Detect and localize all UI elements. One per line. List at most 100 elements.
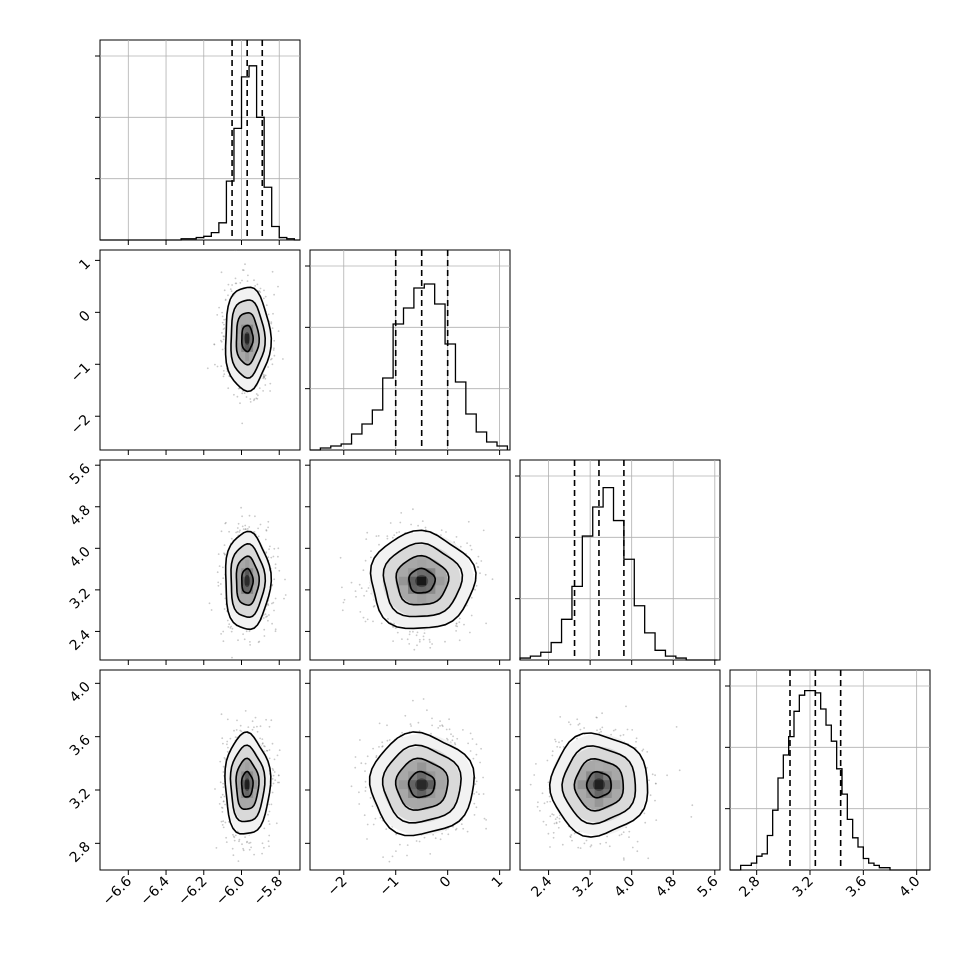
scatter-point <box>278 749 281 752</box>
panel-frame <box>519 459 721 661</box>
scatter-point <box>484 573 487 576</box>
scatter-point <box>342 601 345 604</box>
scatter-point <box>422 638 425 641</box>
density-pixel <box>577 780 587 790</box>
scatter-point <box>231 284 234 286</box>
scatter-point <box>214 363 216 366</box>
scatter-point <box>269 390 271 392</box>
scatter-point <box>635 740 637 743</box>
scatter-point <box>408 633 411 636</box>
scatter-point <box>424 528 427 531</box>
scatter-point <box>220 820 223 823</box>
scatter-point <box>215 847 218 849</box>
scatter-point <box>271 791 274 794</box>
scatter-point <box>398 531 401 533</box>
scatter-point <box>475 791 478 793</box>
contour-line <box>230 542 267 619</box>
scatter-point <box>239 724 242 727</box>
scatter-point <box>417 524 419 527</box>
scatter-point <box>470 614 473 617</box>
scatter-point <box>570 834 573 836</box>
scatter-point <box>454 828 457 831</box>
x-tick-label: 3.2 <box>570 874 597 901</box>
scatter-point <box>222 577 225 580</box>
scatter-point <box>643 812 646 815</box>
density-pixel <box>245 780 250 790</box>
scatter-point <box>429 641 431 643</box>
scatter-point <box>595 716 598 719</box>
scatter-point <box>221 793 224 796</box>
scatter-point <box>268 725 271 728</box>
scatter-point <box>623 859 625 861</box>
density-pixel <box>417 789 427 798</box>
density-pixel <box>594 797 604 807</box>
scatter-point <box>631 846 634 849</box>
y-tick-label: 3.2 <box>67 786 94 813</box>
scatter-point <box>644 821 647 824</box>
scatter-point <box>224 803 227 806</box>
scatter-point <box>254 515 256 518</box>
scatter-point <box>474 783 477 785</box>
density-pixel <box>245 324 250 334</box>
contour-line <box>241 324 255 353</box>
scatter-point <box>251 728 254 731</box>
scatter-point <box>243 392 246 394</box>
scatter-point <box>253 531 256 533</box>
scatter-point <box>466 542 468 544</box>
x-tick-label: 1 <box>489 874 507 892</box>
density-pixel <box>237 780 242 790</box>
scatter-point <box>277 547 280 550</box>
scatter-point <box>222 800 225 803</box>
scatter-point <box>266 749 269 752</box>
contour-line <box>224 731 272 835</box>
scatter-point <box>242 847 245 850</box>
scatter-point <box>364 770 366 772</box>
scatter-point <box>439 838 442 841</box>
density-pixel <box>417 593 427 603</box>
scatter-point <box>284 594 287 596</box>
scatter-point <box>267 604 270 606</box>
scatter-point <box>224 522 227 525</box>
scatter-point <box>232 833 234 836</box>
density-pixel <box>417 585 427 594</box>
scatter-point <box>227 283 230 286</box>
contour-line <box>224 530 273 631</box>
scatter-point <box>393 622 396 625</box>
scatter-point <box>454 743 457 746</box>
scatter-point <box>385 828 388 830</box>
scatter-point <box>253 399 255 402</box>
scatter-point <box>277 285 279 288</box>
scatter-point <box>386 537 389 540</box>
scatter-point <box>228 623 231 626</box>
scatter-point <box>380 622 383 625</box>
density-pixel <box>241 333 246 343</box>
scatter-point <box>448 718 450 721</box>
density-panel-r3-c2 <box>305 459 511 665</box>
scatter-point <box>431 643 433 645</box>
scatter-point <box>273 293 275 296</box>
scatter-point <box>230 290 233 293</box>
scatter-point <box>579 847 582 849</box>
scatter-point <box>596 729 598 732</box>
scatter-point <box>691 804 694 807</box>
scatter-point <box>220 340 223 343</box>
scatter-point <box>533 774 536 776</box>
density-pixel <box>245 762 250 772</box>
scatter-point <box>273 339 276 342</box>
scatter-point <box>654 774 656 777</box>
scatter-point <box>654 782 657 785</box>
scatter-point <box>262 617 265 619</box>
scatter-point <box>266 615 268 618</box>
scatter-point <box>576 718 579 721</box>
scatter-point <box>473 814 476 816</box>
scatter-point <box>459 545 462 548</box>
scatter-point <box>391 536 394 539</box>
scatter-point <box>242 849 245 852</box>
scatter-point <box>246 841 248 844</box>
density-pixel <box>245 333 250 343</box>
scatter-point <box>440 529 443 532</box>
scatter-point <box>258 640 261 643</box>
scatter-point <box>259 737 261 740</box>
scatter-point <box>265 551 268 553</box>
scatter-point <box>485 819 487 821</box>
